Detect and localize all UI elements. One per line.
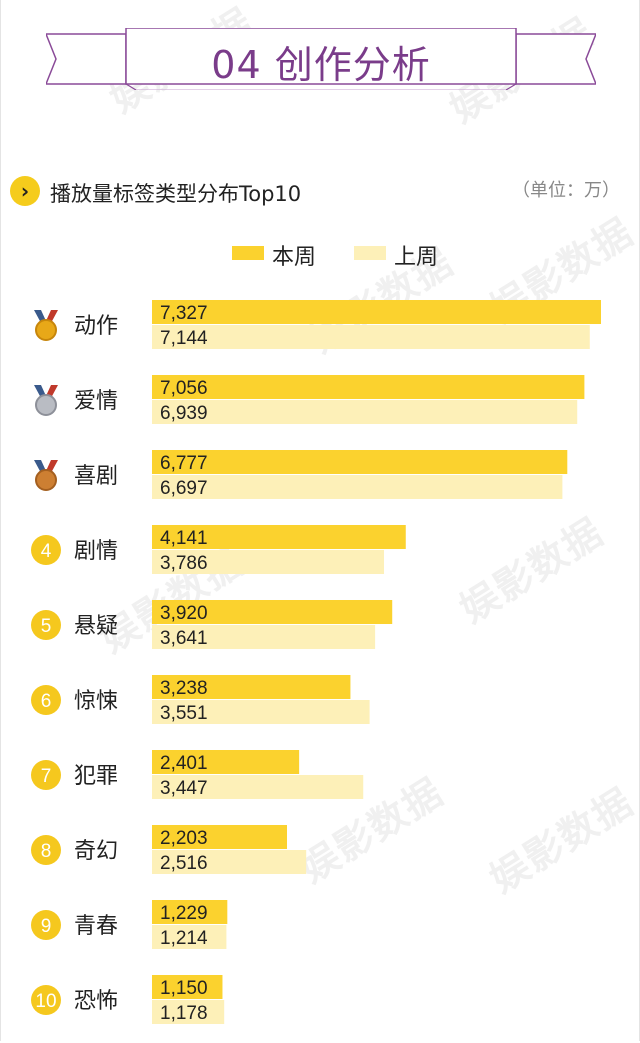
bar-current <box>152 900 228 924</box>
silver-medal-icon <box>34 385 58 416</box>
value-label-previous: 7,144 <box>160 328 208 349</box>
value-label-current: 1,150 <box>160 978 208 999</box>
rank-number: 6 <box>41 691 52 712</box>
bar-current <box>152 375 585 399</box>
bar-current <box>152 300 601 324</box>
bar-current <box>152 600 393 624</box>
value-label-previous: 6,697 <box>160 478 208 499</box>
bar-current <box>152 450 568 474</box>
value-label-current: 2,401 <box>160 753 208 774</box>
value-label-current: 4,141 <box>160 528 208 549</box>
unit-label: （单位：万） <box>512 180 620 201</box>
bar-previous <box>152 850 307 874</box>
value-label-current: 1,229 <box>160 903 208 924</box>
rank-badge <box>31 985 61 1015</box>
category-label: 青春 <box>74 914 118 939</box>
header-banner: 04 创作分析 <box>46 28 596 90</box>
value-label-previous: 1,214 <box>160 928 208 949</box>
bar-previous <box>152 700 370 724</box>
bar-current <box>152 975 223 999</box>
rank-number: 4 <box>41 541 52 562</box>
rank-number: 8 <box>41 841 52 862</box>
bronze-medal-icon <box>34 460 58 491</box>
value-label-current: 3,238 <box>160 678 208 699</box>
category-label: 悬疑 <box>74 614 118 639</box>
rank-badge <box>31 610 61 640</box>
bar-current <box>152 750 300 774</box>
bar-previous <box>152 1000 225 1024</box>
legend-swatch-previous <box>354 246 386 260</box>
rank-badge <box>31 910 61 940</box>
rank-badge <box>31 535 61 565</box>
chevron-right-icon: › <box>10 176 40 206</box>
section-title: 播放量标签类型分布Top10 <box>50 182 302 206</box>
category-label: 惊悚 <box>74 689 118 714</box>
value-label-previous: 3,447 <box>160 778 208 799</box>
value-label-previous: 3,641 <box>160 628 208 649</box>
rank-badge <box>31 685 61 715</box>
rank-number: 10 <box>35 991 56 1012</box>
bar-current <box>152 675 351 699</box>
legend-swatch-current <box>232 246 264 260</box>
rank-number: 5 <box>41 616 52 637</box>
value-label-current: 7,056 <box>160 378 208 399</box>
value-label-current: 3,920 <box>160 603 208 624</box>
category-label: 爱情 <box>74 389 118 414</box>
gold-medal-icon <box>34 310 58 341</box>
value-label-previous: 6,939 <box>160 403 208 424</box>
category-label: 喜剧 <box>74 464 118 489</box>
section-header: › 播放量标签类型分布Top10 （单位：万） <box>10 172 630 208</box>
category-label: 动作 <box>74 314 118 339</box>
legend-label-current: 本周 <box>272 245 317 270</box>
category-label: 犯罪 <box>74 764 118 789</box>
bar-previous <box>152 775 364 799</box>
category-label: 恐怖 <box>74 989 118 1014</box>
bar-previous <box>152 625 376 649</box>
bar-previous <box>152 325 590 349</box>
value-label-current: 2,203 <box>160 828 208 849</box>
value-label-previous: 3,786 <box>160 553 208 574</box>
bar-current <box>152 525 406 549</box>
value-label-current: 6,777 <box>160 453 208 474</box>
value-label-previous: 3,551 <box>160 703 208 724</box>
value-label-previous: 2,516 <box>160 853 208 874</box>
rank-badge <box>31 760 61 790</box>
bar-previous <box>152 475 563 499</box>
banner-frame <box>46 28 596 90</box>
page-title: 04 创作分析 <box>211 43 431 87</box>
value-label-current: 7,327 <box>160 303 208 324</box>
category-label: 奇幻 <box>74 839 118 864</box>
rank-number: 7 <box>41 766 52 787</box>
legend-label-previous: 上周 <box>394 245 439 270</box>
bar-current <box>152 825 288 849</box>
category-label: 剧情 <box>74 539 118 564</box>
bar-previous <box>152 400 578 424</box>
value-label-previous: 1,178 <box>160 1003 208 1024</box>
bar-previous <box>152 925 227 949</box>
rank-number: 9 <box>41 916 52 937</box>
bar-previous <box>152 550 385 574</box>
rank-badge <box>31 835 61 865</box>
